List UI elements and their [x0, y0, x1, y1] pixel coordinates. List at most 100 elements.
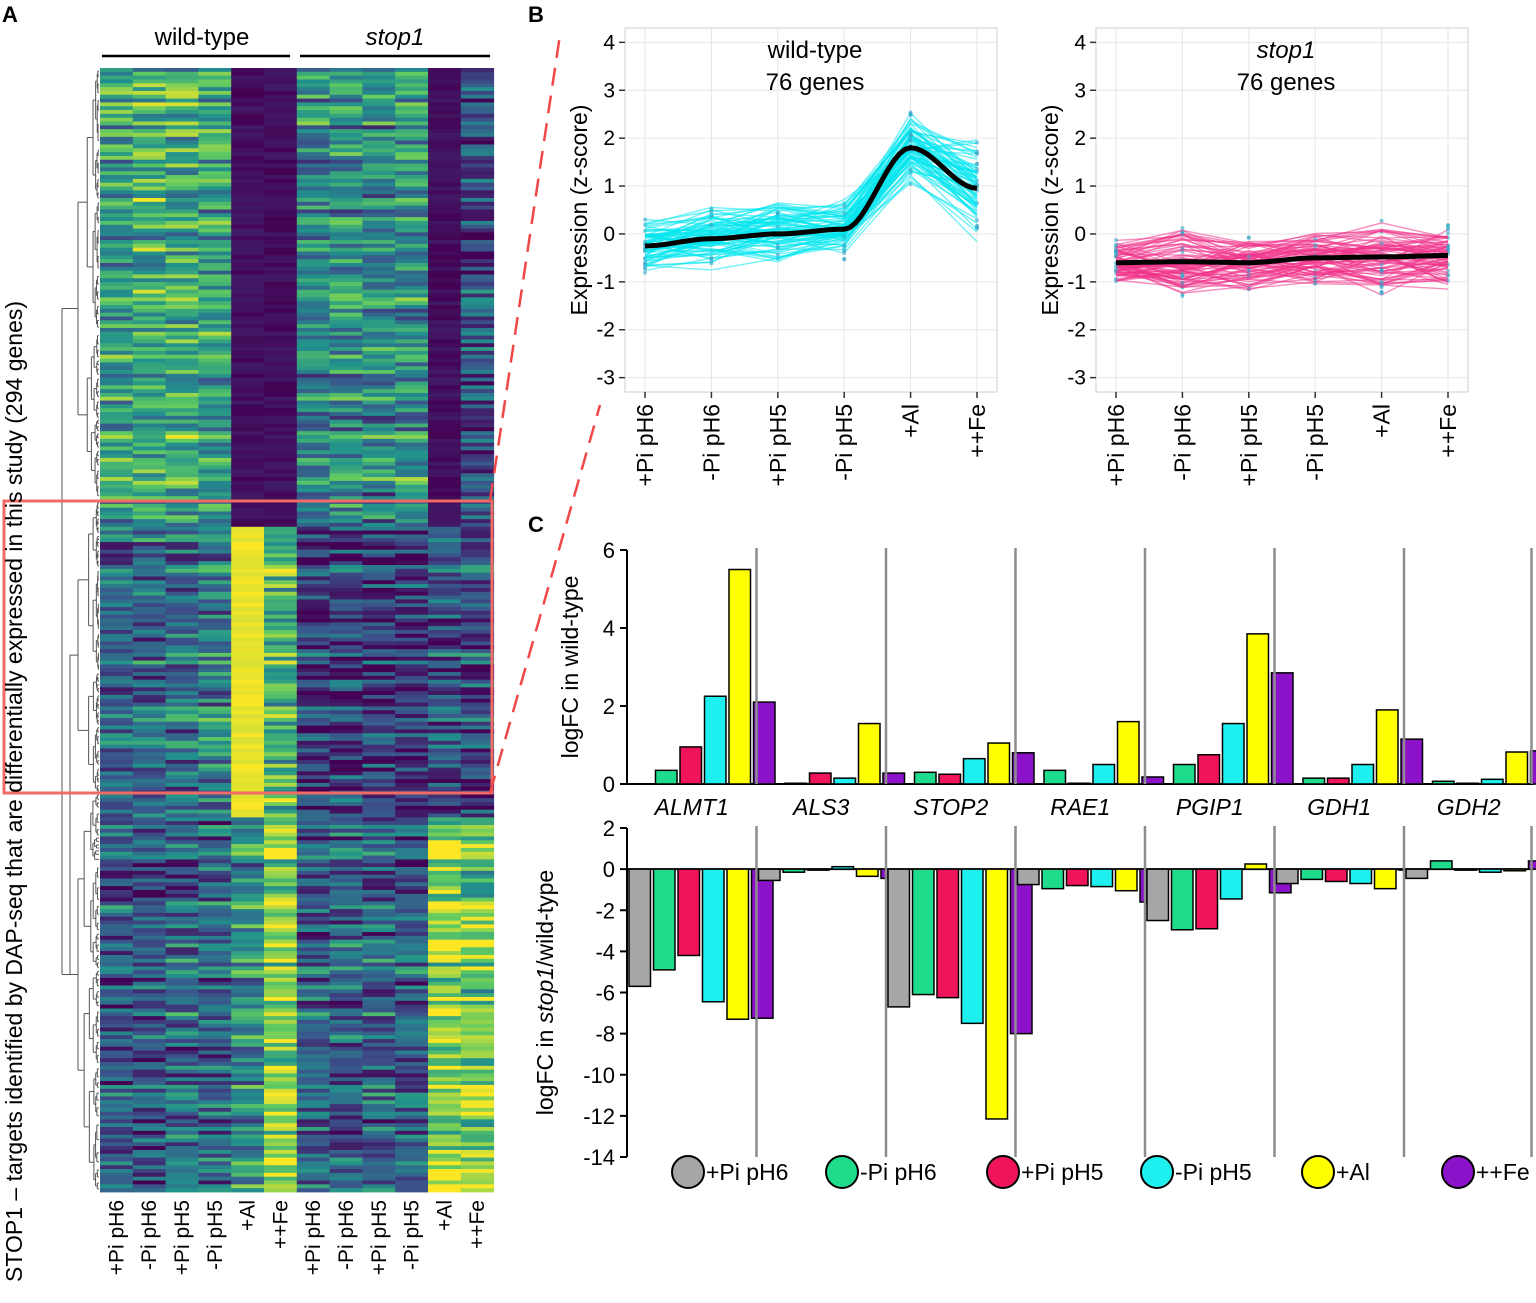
- legend-swatch: [1301, 1155, 1335, 1189]
- heatmap-cell: [198, 1134, 232, 1139]
- heatmap-cell: [100, 889, 134, 895]
- heatmap-cell: [329, 679, 363, 684]
- heatmap-cell: [198, 744, 232, 749]
- heatmap-cell: [296, 572, 331, 577]
- heatmap-cell: [100, 129, 134, 134]
- heatmap-cell: [231, 771, 265, 776]
- heatmap-cell: [329, 427, 363, 432]
- heatmap-cell: [198, 1138, 232, 1143]
- heatmap-cell: [132, 480, 167, 486]
- heatmap-cell: [362, 828, 396, 834]
- y-tick-label: 1: [603, 175, 615, 198]
- gene-point: [1379, 218, 1384, 223]
- heatmap-cell: [100, 1058, 134, 1063]
- heatmap-cell: [395, 1039, 429, 1044]
- heatmap-cell: [460, 1188, 495, 1193]
- heatmap-cell: [132, 522, 167, 528]
- heatmap-cell: [329, 182, 363, 187]
- heatmap-cell: [198, 381, 232, 386]
- heatmap-cell: [100, 943, 134, 948]
- heatmap-cell: [329, 167, 363, 172]
- heatmap-cell: [428, 400, 462, 405]
- stop1-y-tick-label: 0: [603, 857, 615, 882]
- heatmap-cell: [428, 1046, 462, 1051]
- heatmap-cell: [296, 308, 331, 314]
- heatmap-cell: [460, 886, 495, 891]
- wt-bar: [679, 746, 703, 785]
- stop1-y-axis-label: logFC in stop1/wild-type: [532, 870, 558, 1115]
- heatmap-cell: [428, 970, 462, 975]
- heatmap-cell: [198, 752, 232, 757]
- heatmap-cell: [264, 794, 298, 799]
- heatmap-cell: [231, 874, 265, 879]
- heatmap-cell: [231, 702, 265, 707]
- heatmap-cell: [428, 389, 462, 394]
- heatmap-cell: [395, 220, 429, 226]
- heatmap-cell: [460, 698, 495, 704]
- heatmap-cell: [165, 339, 199, 344]
- heatmap-cell: [231, 595, 265, 600]
- heatmap-cell: [362, 347, 396, 352]
- heatmap-cell: [329, 366, 363, 371]
- heatmap-cell: [296, 630, 331, 635]
- heatmap-cell: [362, 637, 396, 642]
- heatmap-cell: [296, 454, 331, 459]
- heatmap-cell: [428, 561, 462, 566]
- heatmap-cell: [395, 1130, 429, 1136]
- stop1-bar: [1065, 868, 1089, 887]
- heatmap-cell: [132, 324, 167, 329]
- heatmap-cell: [165, 737, 199, 742]
- heatmap-cell: [296, 163, 331, 168]
- heatmap-cell: [231, 977, 265, 983]
- gene-line: [644, 182, 978, 254]
- heatmap-cell: [165, 1042, 199, 1048]
- gene-point: [1313, 281, 1318, 286]
- heatmap-cell: [329, 282, 363, 287]
- heatmap-cell: [428, 882, 462, 887]
- heatmap-cell: [428, 939, 462, 944]
- heatmap-cell: [132, 943, 167, 948]
- heatmap-cell: [264, 618, 298, 623]
- heatmap-cell: [428, 782, 462, 788]
- heatmap-cell: [296, 408, 331, 413]
- heatmap-cell: [395, 912, 429, 918]
- heatmap-cell: [198, 450, 232, 455]
- heatmap-cell: [132, 473, 167, 478]
- heatmap-cell: [329, 251, 363, 256]
- heatmap-cell: [362, 1149, 396, 1155]
- heatmap-cell: [395, 316, 429, 321]
- heatmap-cell: [395, 561, 429, 566]
- gene-point: [1379, 291, 1384, 296]
- heatmap-cell: [264, 905, 298, 910]
- heatmap-cell: [329, 645, 363, 650]
- heatmap-cell: [296, 962, 331, 967]
- heatmap-cell: [100, 293, 134, 298]
- heatmap-cell: [264, 779, 298, 784]
- y-tick-label: -3: [1067, 367, 1086, 390]
- heatmap-cell: [165, 320, 199, 325]
- heatmap-cell: [296, 691, 331, 696]
- heatmap-cell: [100, 656, 134, 661]
- heatmap-cell: [231, 335, 265, 340]
- heatmap-cell: [100, 526, 134, 531]
- heatmap-cell: [428, 859, 462, 864]
- wt-bar: [1116, 720, 1140, 785]
- stop1-y-tick-label: -4: [595, 939, 615, 964]
- heatmap-cell: [460, 954, 495, 960]
- heatmap-cell: [100, 909, 134, 914]
- heatmap-cell: [395, 993, 429, 998]
- heatmap-cell: [198, 1084, 232, 1090]
- heatmap-cell: [165, 1111, 199, 1116]
- heatmap-cell: [264, 649, 298, 654]
- heatmap-cell: [165, 847, 199, 853]
- heatmap-cell: [132, 824, 167, 830]
- heatmap-cell: [132, 308, 167, 314]
- y-tick-label: 1: [1074, 175, 1086, 198]
- heatmap-cell: [329, 1058, 363, 1063]
- gene-line: [1115, 229, 1449, 258]
- heatmap-cell: [428, 645, 462, 650]
- heatmap-cell: [165, 396, 199, 402]
- heatmap-cell: [165, 1127, 199, 1132]
- heatmap-cell: [362, 68, 396, 73]
- heatmap-cell: [231, 423, 265, 428]
